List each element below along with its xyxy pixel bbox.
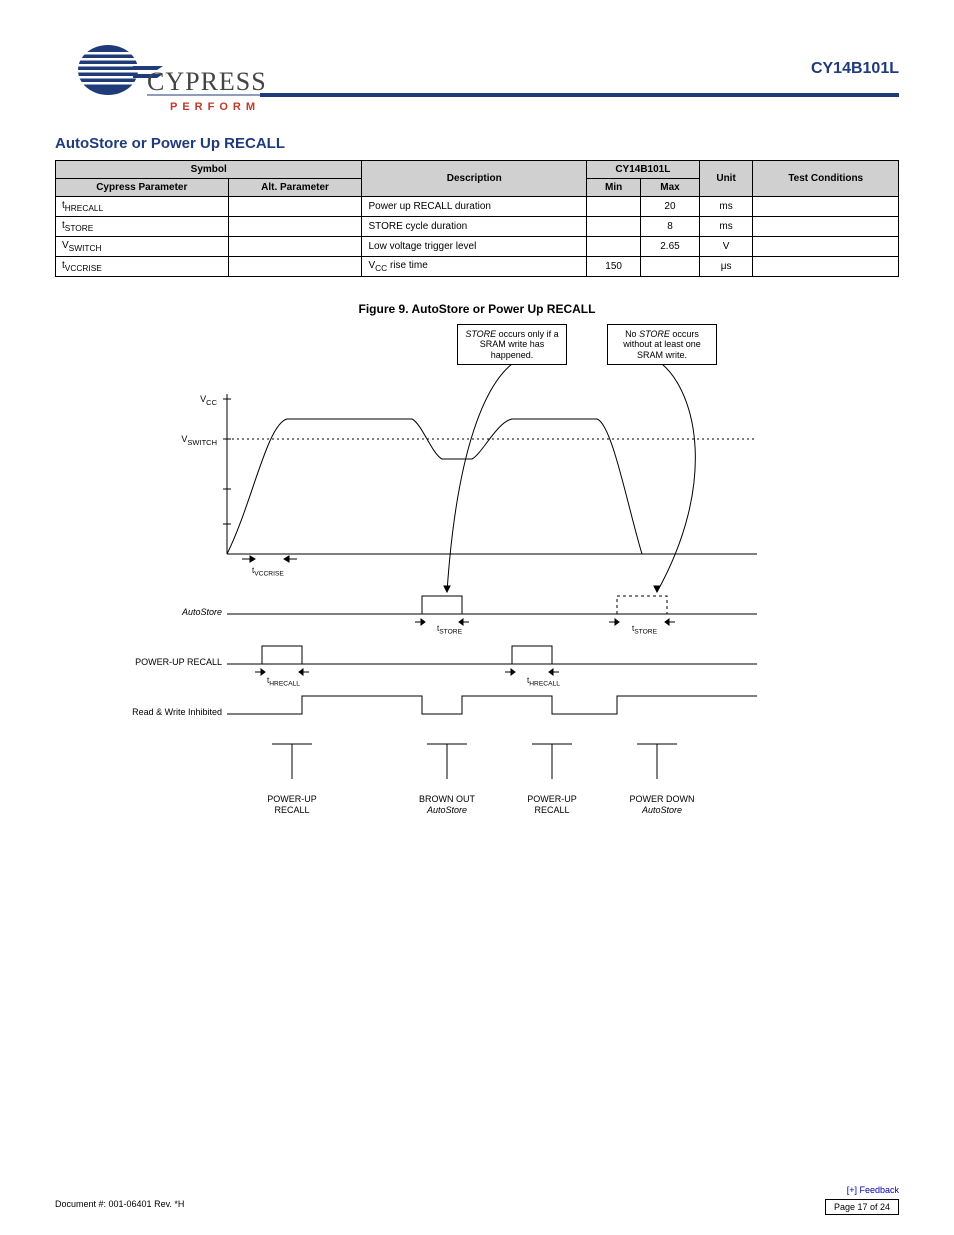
cell-max: 20 xyxy=(641,197,699,217)
th-max: Max xyxy=(641,179,699,197)
cell-min xyxy=(586,237,640,257)
callout-store-occurs: STORE occurs only if a SRAM write has ha… xyxy=(457,324,567,365)
cell-unit: ms xyxy=(699,217,753,237)
logo-text-top: CYPRESS xyxy=(147,67,265,96)
cell-cypress: tVCCRISE xyxy=(56,257,229,277)
th-symbol: Symbol xyxy=(56,161,362,179)
cell-unit: ms xyxy=(699,197,753,217)
cell-test xyxy=(753,237,899,257)
cell-test xyxy=(753,257,899,277)
th-min: Min xyxy=(586,179,640,197)
cell-test xyxy=(753,197,899,217)
timing-diagram: STORE occurs only if a SRAM write has ha… xyxy=(157,324,797,834)
callout-no-store: No STORE occurs without at least one SRA… xyxy=(607,324,717,365)
cell-test xyxy=(753,217,899,237)
cell-alt xyxy=(228,197,362,217)
cell-alt xyxy=(228,217,362,237)
spec-table: Symbol Description CY14B101L Unit Test C… xyxy=(55,160,899,277)
lbl-bottom-c: POWER-UPRECALL xyxy=(507,794,597,816)
cell-cypress: tHRECALL xyxy=(56,197,229,217)
figure-title: Figure 9. AutoStore or Power Up RECALL xyxy=(55,302,899,316)
cell-alt xyxy=(228,237,362,257)
section-title: AutoStore or Power Up RECALL xyxy=(55,135,899,152)
lbl-bottom-a: POWER-UPRECALL xyxy=(247,794,337,816)
lbl-tstore-2: tSTORE xyxy=(632,624,657,636)
page-header: CYPRESS PERFORM CY14B101L xyxy=(55,30,899,125)
feedback-link[interactable]: [+] Feedback xyxy=(847,1185,899,1195)
cell-min xyxy=(586,197,640,217)
th-cypress: Cypress Parameter xyxy=(56,179,229,197)
page-footer: [+] Feedback Document #: 001-06401 Rev. … xyxy=(55,1199,899,1215)
lbl-threcall-1: tHRECALL xyxy=(267,676,300,688)
part-number: CY14B101L xyxy=(811,60,899,78)
lbl-autostore: AutoStore xyxy=(117,607,222,617)
page-number: Page 17 of 24 xyxy=(825,1199,899,1215)
lbl-tstore-1: tSTORE xyxy=(437,624,462,636)
table-row: VSWITCH Low voltage trigger level 2.65V xyxy=(56,237,899,257)
cell-max: 8 xyxy=(641,217,699,237)
lbl-bottom-b: BROWN OUTAutoStore xyxy=(397,794,497,816)
header-rule xyxy=(260,93,899,97)
doc-number: Document #: 001-06401 Rev. *H xyxy=(55,1199,184,1215)
cell-unit: μs xyxy=(699,257,753,277)
cell-max: 2.65 xyxy=(641,237,699,257)
th-unit: Unit xyxy=(699,161,753,197)
cypress-logo: CYPRESS PERFORM xyxy=(75,30,265,125)
lbl-vcc: VCC xyxy=(157,394,217,407)
cell-min: 150 xyxy=(586,257,640,277)
cell-desc: Low voltage trigger level xyxy=(362,237,586,257)
cell-min xyxy=(586,217,640,237)
cell-desc: STORE cycle duration xyxy=(362,217,586,237)
cell-cypress: VSWITCH xyxy=(56,237,229,257)
lbl-bottom-d: POWER DOWNAutoStore xyxy=(607,794,717,816)
logo-text-bottom: PERFORM xyxy=(170,101,260,113)
table-row: tSTORE STORE cycle duration 8ms xyxy=(56,217,899,237)
table-row: tVCCRISE VCC rise time150 μs xyxy=(56,257,899,277)
th-test: Test Conditions xyxy=(753,161,899,197)
cell-desc: Power up RECALL duration xyxy=(362,197,586,217)
table-row: tHRECALL Power up RECALL duration 20ms xyxy=(56,197,899,217)
lbl-threcall-2: tHRECALL xyxy=(527,676,560,688)
cell-desc: VCC rise time xyxy=(362,257,586,277)
cell-cypress: tSTORE xyxy=(56,217,229,237)
lbl-rw-inhibit: Read & Write Inhibited xyxy=(87,707,222,717)
lbl-powerup-recall: POWER-UP RECALL xyxy=(97,657,222,667)
th-range: CY14B101L xyxy=(586,161,699,179)
lbl-tvccrise: tVCCRISE xyxy=(252,566,284,578)
lbl-vswitch: VSWITCH xyxy=(157,434,217,447)
th-alt: Alt. Parameter xyxy=(228,179,362,197)
cell-unit: V xyxy=(699,237,753,257)
cell-max xyxy=(641,257,699,277)
cell-alt xyxy=(228,257,362,277)
th-description: Description xyxy=(362,161,586,197)
